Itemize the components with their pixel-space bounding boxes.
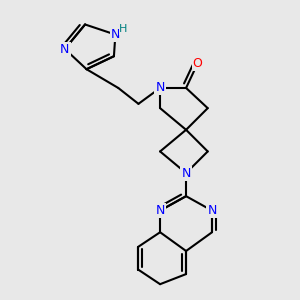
Text: O: O [193,57,202,70]
Text: N: N [182,167,191,180]
Text: N: N [207,204,217,217]
Text: N: N [60,43,70,56]
Text: N: N [111,28,120,41]
Text: N: N [155,204,165,217]
Text: H: H [119,24,128,34]
Text: N: N [155,82,165,94]
